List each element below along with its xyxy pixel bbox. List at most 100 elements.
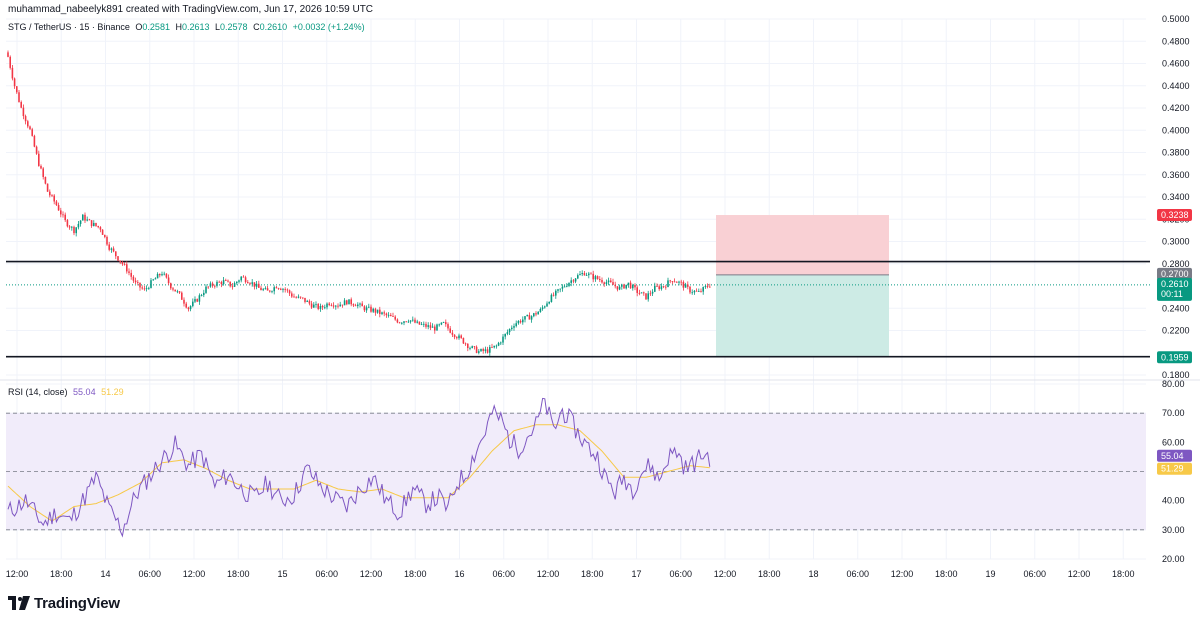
candle-body [339, 304, 341, 307]
candle-body [141, 287, 143, 289]
candle-body [709, 286, 711, 288]
candle-body [438, 324, 440, 326]
candle-body [121, 262, 124, 265]
price-tick-label: 0.4400 [1162, 81, 1190, 91]
time-tick-label: 12:00 [891, 569, 914, 579]
candle-body [176, 291, 179, 293]
candle-body [475, 346, 478, 353]
candle-body [222, 280, 225, 285]
candle-body [673, 281, 676, 283]
candle-body [313, 304, 315, 308]
candle-body [236, 281, 238, 284]
candle-body [346, 300, 348, 305]
candle-body [365, 307, 368, 311]
candle-body [24, 116, 27, 122]
candle-body [264, 288, 267, 290]
rsi-legend[interactable]: RSI (14, close) 55.04 51.29 [8, 387, 127, 397]
candle-body [220, 282, 223, 285]
candle-body [93, 222, 95, 227]
candle-body [271, 291, 273, 293]
candle-body [559, 288, 561, 290]
candle-body [698, 291, 700, 292]
rsi-line [7, 397, 711, 538]
candle-body [178, 291, 181, 293]
candle-body [469, 347, 471, 349]
candle-body [636, 287, 638, 293]
candle-body [678, 281, 680, 283]
candle-body [53, 195, 55, 202]
candle-body [416, 321, 418, 323]
candle-body [286, 289, 289, 291]
candle-body [282, 288, 284, 290]
candle-body [676, 281, 678, 283]
candle-body [189, 306, 192, 310]
candle-body [700, 291, 702, 292]
candle-body [205, 286, 207, 293]
candle-body [90, 220, 93, 227]
candle-body [579, 274, 581, 276]
candle-body [541, 307, 544, 309]
candle-body [154, 278, 157, 280]
price-tick-label: 0.4800 [1162, 36, 1190, 46]
tradingview-logo-icon [8, 596, 30, 610]
candle-body [308, 300, 311, 304]
candle-body [134, 280, 137, 283]
candle-body [60, 210, 62, 215]
candle-body [425, 323, 427, 327]
candle-body [385, 313, 388, 316]
time-tick-label: 06:00 [669, 569, 692, 579]
candle-body [64, 214, 66, 221]
candle-body [101, 229, 104, 235]
candle-body [603, 282, 605, 284]
tradingview-logo[interactable]: TradingView [8, 593, 120, 613]
candle-body [253, 282, 256, 287]
time-tick-label: 18:00 [1112, 569, 1135, 579]
candle-body [656, 285, 658, 287]
candle-body [71, 226, 73, 228]
candle-body [374, 308, 377, 313]
candle-body [484, 349, 487, 352]
resistance-price-tag: 0.2700 [1157, 267, 1192, 280]
candle-body [321, 305, 324, 308]
candle-body [194, 299, 196, 302]
time-tick-label: 06:00 [1023, 569, 1046, 579]
candle-body [304, 297, 306, 302]
candle-body [214, 285, 216, 287]
candle-body [478, 351, 480, 353]
candle-body [139, 282, 141, 288]
candle-body [462, 337, 465, 344]
candle-body [473, 346, 476, 348]
candle-body [594, 276, 597, 280]
candle-body [451, 332, 454, 335]
candle-body [423, 323, 425, 325]
candle-body [251, 282, 253, 284]
price-tick-label: 0.4000 [1162, 125, 1190, 135]
horizontal-lines[interactable] [6, 260, 1150, 358]
candle-body [238, 280, 240, 282]
time-tick-label: 19 [985, 569, 995, 579]
candle-body [480, 349, 482, 352]
candle-body [621, 284, 623, 287]
candle-body [535, 313, 537, 315]
candle-body [500, 342, 502, 344]
time-tick-label: 12:00 [714, 569, 737, 579]
candle-body [568, 282, 570, 286]
open-value: 0.2581 [142, 22, 170, 32]
candle-body [583, 273, 586, 276]
candle-body [662, 286, 665, 288]
candle-body [130, 272, 132, 277]
candle-body [277, 288, 280, 290]
time-tick-label: 17 [631, 569, 641, 579]
candle-body [570, 280, 572, 283]
candle-body [233, 283, 236, 287]
candle-body [420, 324, 423, 325]
symbol-legend[interactable]: STG / TetherUS · 15 · Binance O0.2581 H0… [8, 22, 368, 32]
rsi-value: 55.04 [73, 387, 96, 397]
time-axis[interactable]: 12:00 18:00 14 06:00 12:00 18:00 15 06:00 12:00 1… [6, 569, 1135, 579]
candle-body [640, 292, 643, 294]
candle-body [170, 283, 172, 289]
candle-body [51, 195, 53, 197]
candle-body [42, 168, 44, 177]
candle-body [493, 345, 495, 348]
